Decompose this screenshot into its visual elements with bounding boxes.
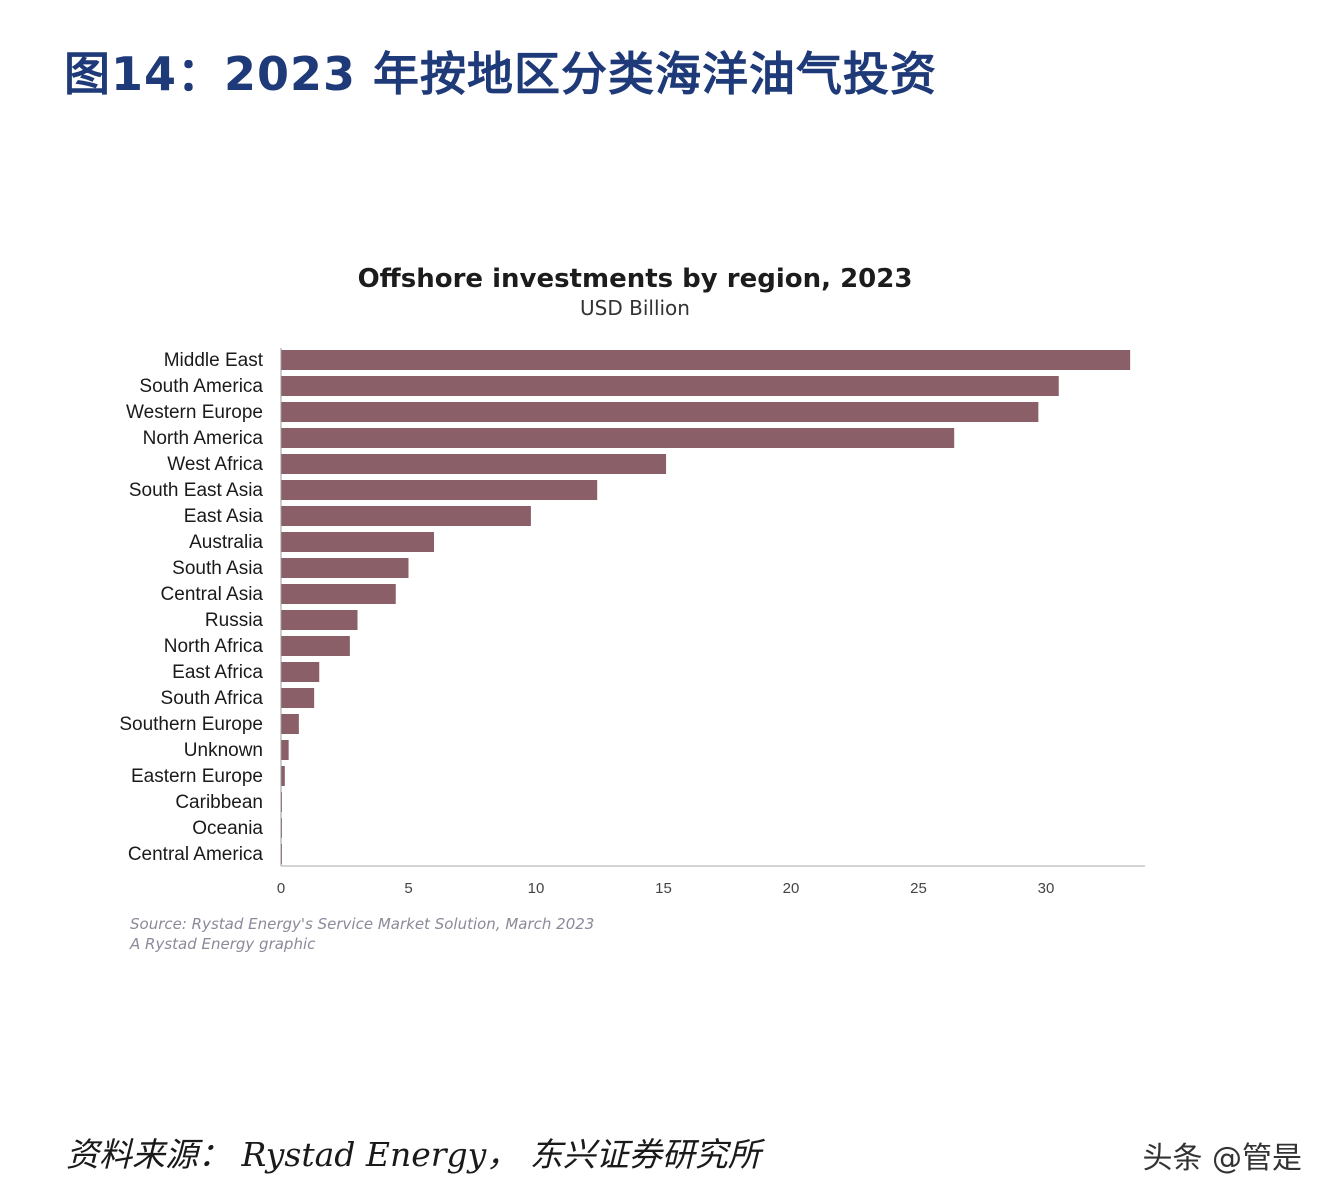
category-label: North America (143, 428, 264, 449)
bar-unknown (281, 740, 289, 760)
bar-south-america (281, 376, 1059, 396)
chart-title: Offshore investments by region, 2023 (357, 264, 913, 294)
bar-southern-europe (281, 714, 299, 734)
category-label: Australia (189, 532, 263, 553)
bar-east-africa (281, 662, 320, 682)
x-tick-label: 20 (783, 880, 800, 897)
category-label: Middle East (164, 350, 264, 371)
bar-western-europe (281, 402, 1039, 422)
category-label: Eastern Europe (131, 766, 263, 787)
bar-australia (281, 532, 434, 552)
x-tick-label: 10 (528, 880, 545, 897)
x-tick-label: 0 (277, 880, 285, 897)
category-label: Central Asia (161, 584, 264, 605)
category-label: South Asia (172, 558, 263, 579)
bar-south-africa (281, 688, 315, 708)
x-tick-label: 30 (1038, 880, 1055, 897)
bar-south-asia (281, 558, 409, 578)
bar-south-east-asia (281, 480, 598, 500)
category-label: Southern Europe (119, 714, 263, 735)
bar-west-africa (281, 454, 667, 474)
category-label: East Asia (184, 506, 264, 527)
category-label: South East Asia (129, 480, 264, 501)
bar-russia (281, 610, 358, 630)
bar-middle-east (281, 350, 1131, 370)
bar-east-asia (281, 506, 531, 526)
bar-north-america (281, 428, 955, 448)
category-label: Caribbean (175, 792, 263, 813)
category-label: North Africa (164, 636, 264, 657)
category-label: Central America (128, 844, 264, 865)
bar-eastern-europe (281, 766, 285, 786)
footer-source: 资料来源： Rystad Energy， 东兴证券研究所 (66, 1135, 761, 1174)
x-tick-label: 15 (655, 880, 672, 897)
category-label: Unknown (184, 740, 263, 761)
x-tick-label: 25 (910, 880, 927, 897)
category-label: Oceania (192, 818, 263, 839)
category-label: South Africa (161, 688, 264, 709)
x-tick-label: 5 (404, 880, 412, 897)
category-label: Russia (205, 610, 264, 631)
bar-north-africa (281, 636, 350, 656)
category-label: East Africa (172, 662, 263, 683)
category-label: West Africa (167, 454, 263, 475)
chart-source-note: Source: Rystad Energy's Service Market S… (130, 915, 595, 933)
category-label: Western Europe (126, 402, 263, 423)
footer-watermark: 头条 @管是 (1142, 1141, 1302, 1176)
bar-central-asia (281, 584, 396, 604)
figure-title: 图14：2023 年按地区分类海洋油气投资 (64, 47, 938, 101)
category-label: South America (139, 376, 263, 397)
chart-subtitle: USD Billion (580, 296, 690, 320)
chart-graphic-credit: A Rystad Energy graphic (130, 935, 316, 953)
